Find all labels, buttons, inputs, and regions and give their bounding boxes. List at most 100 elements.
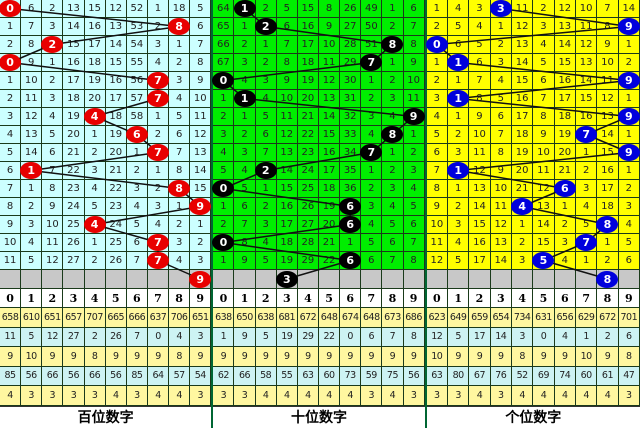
grid-cell: 12 <box>469 162 491 180</box>
stat-cell: 734 <box>511 308 534 328</box>
grid-cell <box>554 270 576 289</box>
grid-cell: 16 <box>469 234 491 252</box>
draw-ball: 0 <box>0 54 22 71</box>
grid-cell: 2 <box>447 126 470 144</box>
grid-cell: 11 <box>597 72 619 90</box>
grid-cell: 6 <box>382 234 404 252</box>
grid-cell: 7 <box>597 0 619 18</box>
draw-ball: 7 <box>575 126 598 143</box>
header-cell: 7 <box>575 289 598 308</box>
grid-cell: 65 <box>213 18 235 36</box>
stat-cell: 64 <box>147 366 170 386</box>
grid-cell: 9 <box>533 126 555 144</box>
header-cell: 1 <box>234 289 256 308</box>
draw-ball: 1 <box>447 54 470 71</box>
grid-cell <box>42 270 64 289</box>
stat-cell: 1 <box>575 327 598 347</box>
grid-cell: 1 <box>618 126 640 144</box>
next-row: 3 <box>213 270 425 289</box>
draw-ball: 4 <box>83 216 106 233</box>
grid-cell: 58 <box>126 108 148 126</box>
grid-cell <box>469 270 491 289</box>
grid-cell <box>618 270 640 289</box>
grid-cell: 3 <box>147 198 170 216</box>
stat-cell: 4 <box>169 386 191 406</box>
grid-cell: 4 <box>126 198 148 216</box>
stat-cell: 654 <box>490 308 512 328</box>
grid-cell: 32 <box>340 108 362 126</box>
grid-cell <box>21 270 43 289</box>
grid-cell: 1 <box>554 198 576 216</box>
grid-cell: 17 <box>511 108 534 126</box>
grid-cell: 28 <box>340 36 362 54</box>
grid-cell: 4 <box>554 252 576 270</box>
grid-cell: 1 <box>0 72 22 90</box>
grid-cell: 18 <box>276 234 298 252</box>
grid-cell: 5 <box>255 252 277 270</box>
header-cell: 3 <box>490 289 512 308</box>
draw-ball: 9 <box>617 72 640 89</box>
grid-cell: 56 <box>126 72 148 90</box>
grid-cell: 4 <box>147 54 170 72</box>
grid-cell: 18 <box>597 198 619 216</box>
grid-cell: 23 <box>63 180 85 198</box>
grid-cell: 2 <box>169 216 191 234</box>
grid-cell: 9 <box>617 18 640 36</box>
grid-cell: 7 <box>426 162 448 180</box>
grid-cell: 0 <box>212 180 235 198</box>
grid-cell <box>511 270 534 289</box>
grid-cell <box>0 270 22 289</box>
grid-cell: 7 <box>146 90 170 108</box>
grid-cell: 7 <box>234 216 256 234</box>
header-cell: 6 <box>340 289 362 308</box>
grid-cell: 4 <box>382 108 404 126</box>
grid-cell: 9 <box>190 72 212 90</box>
stat-cell: 6 <box>618 327 640 347</box>
header-cell: 7 <box>361 289 383 308</box>
grid-cell: 1 <box>447 90 470 108</box>
stat-cell: 22 <box>318 327 341 347</box>
grid-cell: 11 <box>533 162 555 180</box>
grid-cell: 18 <box>63 90 85 108</box>
grid-cell <box>105 270 127 289</box>
grid-cell: 14 <box>533 216 555 234</box>
stat-cell: 61 <box>597 366 619 386</box>
stat-cell: 69 <box>533 366 555 386</box>
grid-cell: 9 <box>0 216 22 234</box>
grid-cell: 4 <box>255 90 277 108</box>
stat-cell: 637 <box>147 308 170 328</box>
draw-ball: 4 <box>83 108 106 125</box>
grid-cell: 26 <box>105 252 127 270</box>
stat-cell: 9 <box>340 347 362 367</box>
stat-cell: 3 <box>213 386 235 406</box>
grid-cell: 12 <box>318 72 341 90</box>
grid-cell: 6 <box>234 198 256 216</box>
grid-cell: 5 <box>447 252 470 270</box>
draw-ball: 0 <box>425 36 448 53</box>
grid-cell: 1 <box>618 90 640 108</box>
stat-cell: 80 <box>447 366 470 386</box>
grid-cell <box>490 270 512 289</box>
grid-cell: 6 <box>169 126 191 144</box>
grid-cell: 19 <box>297 72 319 90</box>
grid-cell: 11 <box>403 90 425 108</box>
draw-ball: 2 <box>254 162 277 179</box>
stat-cell: 8 <box>511 347 534 367</box>
grid-cell: 5 <box>426 126 448 144</box>
grid-cell: 12 <box>105 0 127 18</box>
stat-cell: 651 <box>42 308 64 328</box>
stat-cell: 47 <box>618 366 640 386</box>
header-cell: 1 <box>21 289 43 308</box>
stat-cell: 4 <box>511 386 534 406</box>
grid-cell: 4 <box>169 252 191 270</box>
grid-cell: 4 <box>234 72 256 90</box>
grid-cell: 2 <box>234 126 256 144</box>
stat-cell: 73 <box>340 366 362 386</box>
stat-cell: 0 <box>533 327 555 347</box>
stat-cell: 0 <box>340 327 362 347</box>
grid-cell: 20 <box>554 144 576 162</box>
grid-cell <box>318 270 341 289</box>
grid-cell: 52 <box>126 0 148 18</box>
stat-cell: 5 <box>447 327 470 347</box>
